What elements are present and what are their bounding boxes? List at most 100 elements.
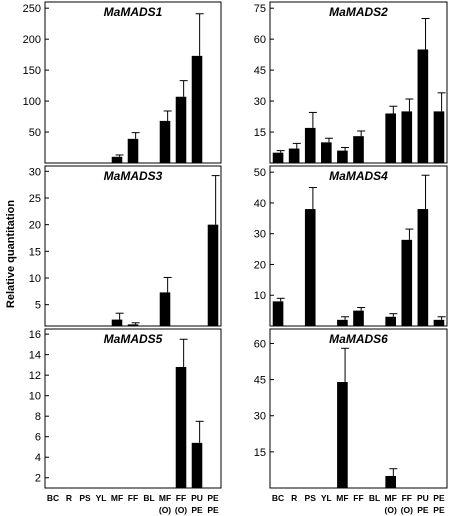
y-tick-label: 15 [29,246,41,258]
panel-title: MaMADS3 [104,169,163,183]
bar [127,138,139,163]
bar [433,319,445,326]
bar [304,127,316,163]
y-tick-label: 16 [29,329,41,341]
panel-frame [44,165,222,327]
y-tick-label: 30 [254,96,266,108]
y-tick-label: 12 [29,370,41,382]
y-tick-label: 40 [254,198,266,210]
x-tick-label: PE [207,505,219,515]
y-tick-label: 20 [254,259,266,271]
bar [272,152,284,163]
x-tick-label: FF [176,493,186,503]
y-tick-label: 15 [254,447,266,459]
panel-3: MaMADS3 5 10 15 20 25 30 [29,165,222,327]
x-tick-label: (O) [385,505,397,515]
x-tick-label: PS [79,493,91,503]
bar [159,292,171,326]
bar [353,136,364,163]
x-tick-label: BL [143,493,154,503]
bar [272,301,284,326]
bar [111,156,123,163]
panel-5: MaMADS5 2 4 6 8 10 12 14 16 BC R PS YL MF FF BL MF (O) FF (… [29,328,222,515]
x-tick-label: FF [402,493,412,503]
y-tick-label: 50 [29,127,41,139]
bar [385,475,396,488]
x-tick-label: MF [111,493,123,503]
bar [337,319,348,326]
x-tick-label: PS [305,493,317,503]
bar [401,239,413,326]
x-tick-label: PE [433,493,445,503]
panel-title: MaMADS4 [329,169,388,183]
x-tick-label: FF [353,493,363,503]
y-tick-label: 6 [35,432,41,444]
panel-title: MaMADS5 [104,332,163,346]
bar [417,209,429,326]
x-tick-label: PU [191,493,203,503]
panel-4: MaMADS4 10 20 30 40 50 [254,165,448,327]
bar [207,224,219,326]
x-tick-label: MF [159,493,171,503]
x-tick-label: BC [47,493,59,503]
x-tick-label: PE [191,505,203,515]
x-tick-label: MF [385,493,397,503]
bar [337,382,348,488]
y-tick-label: 30 [254,411,266,423]
y-tick-label: 30 [254,229,266,241]
y-tick-label: 2 [35,473,41,485]
y-tick-label: 8 [35,411,41,423]
bar [127,324,139,326]
panel-6: MaMADS6 15 30 45 60 BC R PS YL MF FF BL MF (O) FF (O) PU… [254,328,448,515]
panel-title: MaMADS2 [329,5,388,19]
bar [111,319,123,326]
x-tick-label: (O) [159,505,171,515]
x-tick-label: MF [336,493,348,503]
x-tick-label: BL [369,493,380,503]
x-tick-label: YL [96,493,107,503]
panel-2: MaMADS2 15 30 45 60 75 [254,1,448,164]
y-tick-label: 20 [29,220,41,232]
y-tick-label: 200 [23,34,41,46]
bar [191,55,203,163]
bar [175,366,187,488]
y-tick-label: 250 [23,3,41,15]
y-tick-label: 45 [254,375,266,387]
bar [385,316,396,326]
panel-title: MaMADS1 [104,5,163,19]
y-tick-label: 15 [254,127,266,139]
bar [175,96,187,163]
y-tick-label: 60 [254,338,266,350]
panel-frame [44,328,222,489]
bar [159,120,171,163]
bar [433,111,445,163]
y-tick-label: 10 [29,273,41,285]
bar [321,142,332,163]
y-tick-label: 150 [23,65,41,77]
x-tick-label: PE [433,505,445,515]
panel-1: MaMADS1 50 100 150 200 250 [23,1,222,164]
bar [191,442,203,488]
bar [385,113,396,163]
y-tick-label: 100 [23,96,41,108]
x-tick-label: R [66,493,72,503]
bar [401,111,413,163]
y-tick-label: 45 [254,65,266,77]
y-tick-label: 5 [35,300,41,312]
bar [353,310,364,326]
y-tick-label: 50 [254,167,266,179]
bar [288,148,300,163]
x-tick-label: PU [417,493,429,503]
y-tick-label: 14 [29,350,41,362]
y-tick-label: 10 [254,290,266,302]
panel-frame [269,328,448,489]
y-tick-label: 25 [29,193,41,205]
y-tick-label: 4 [35,452,41,464]
y-tick-label: 75 [254,3,266,15]
x-tick-label: PE [417,505,429,515]
y-tick-label: 60 [254,34,266,46]
x-tick-label: PE [207,493,219,503]
bar [417,49,429,163]
x-tick-label: FF [128,493,138,503]
